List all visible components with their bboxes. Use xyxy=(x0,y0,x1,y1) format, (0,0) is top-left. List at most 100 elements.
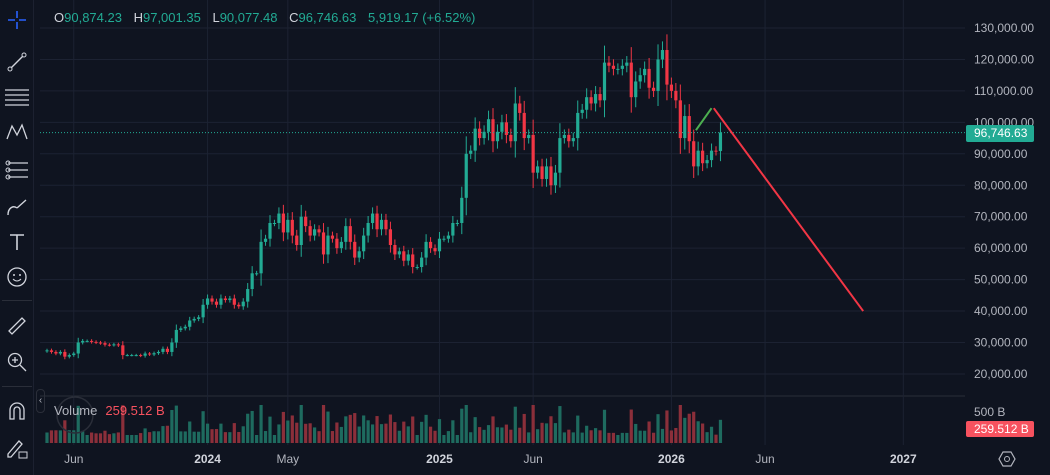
fib-retracement-icon[interactable] xyxy=(3,83,31,111)
candle-body xyxy=(433,248,437,252)
volume-bar xyxy=(553,423,558,443)
volume-bar xyxy=(629,409,633,443)
candle-body xyxy=(437,238,442,252)
candle-body xyxy=(634,81,638,98)
volume-bar xyxy=(121,405,125,443)
volume-bar xyxy=(339,426,343,443)
volume-bar xyxy=(536,429,540,443)
volume-bar xyxy=(411,416,415,443)
volume-bar xyxy=(491,416,495,443)
volume-bar xyxy=(580,432,584,443)
candle-body xyxy=(107,344,112,346)
candle-body xyxy=(567,134,571,142)
volume-bar xyxy=(692,411,696,443)
volume-bar xyxy=(161,426,165,443)
candle-body xyxy=(692,141,696,167)
candle-body xyxy=(277,213,281,223)
high-label: H xyxy=(133,10,143,25)
candle-body xyxy=(406,254,410,261)
volume-bar xyxy=(678,405,682,443)
candle-body xyxy=(241,301,245,307)
candle-body xyxy=(317,229,321,233)
volume-bar xyxy=(669,430,673,443)
candle-body xyxy=(669,84,673,91)
candle-body xyxy=(531,134,535,173)
volume-bar xyxy=(611,432,616,443)
candle-body xyxy=(660,50,665,60)
toolbar-divider xyxy=(2,300,32,301)
volume-bar xyxy=(567,429,571,443)
pattern-icon[interactable] xyxy=(3,118,31,146)
y-tick-label: 50,000.00 xyxy=(974,273,1028,287)
candle-body xyxy=(339,241,343,249)
open-value: 90,874.23 xyxy=(64,10,122,25)
candle-body xyxy=(183,326,187,329)
volume-bar xyxy=(197,431,201,443)
candle-body xyxy=(76,342,80,354)
crosshair-icon[interactable] xyxy=(3,6,31,34)
volume-bar xyxy=(116,432,120,443)
candle-body xyxy=(348,226,352,242)
emoji-icon[interactable] xyxy=(3,263,31,291)
candle-body xyxy=(611,65,616,69)
volume-bar xyxy=(718,419,723,443)
volume-bar xyxy=(406,426,410,443)
settings-icon[interactable] xyxy=(998,450,1016,473)
candle-body xyxy=(98,342,103,344)
volume-bar xyxy=(585,425,589,443)
candle-body xyxy=(500,122,504,132)
candle-body xyxy=(290,219,294,236)
lock-drawings-icon[interactable] xyxy=(3,434,31,462)
collapse-toolbar-button[interactable]: ‹ xyxy=(36,389,45,413)
volume-bar xyxy=(223,432,227,443)
volume-bar xyxy=(683,417,687,443)
volume-bar xyxy=(616,435,620,443)
drawing-toolbar xyxy=(0,0,34,475)
volume-bar xyxy=(85,435,89,443)
candle-body xyxy=(81,340,85,343)
tradingview-logo xyxy=(56,396,94,434)
volume-bar xyxy=(299,405,303,443)
volume-bar xyxy=(656,414,660,443)
candle-body xyxy=(464,153,468,198)
candle-body xyxy=(357,251,361,258)
candle-body xyxy=(201,304,205,318)
volume-bar xyxy=(714,434,718,443)
candle-body xyxy=(255,273,259,275)
volume-axis-label: 500 B xyxy=(974,405,1006,419)
volume-bar xyxy=(433,430,437,443)
volume-bar xyxy=(90,432,94,443)
volume-bar xyxy=(643,430,647,443)
magnet-icon[interactable] xyxy=(3,397,31,425)
volume-bar xyxy=(94,433,98,443)
x-tick-label: 2024 xyxy=(194,452,221,466)
candle-body xyxy=(188,320,192,327)
brush-icon[interactable] xyxy=(3,193,31,221)
trend-line-icon[interactable] xyxy=(3,48,31,76)
candle-body xyxy=(90,340,94,342)
x-tick-label: May xyxy=(277,452,300,466)
volume-bar xyxy=(290,415,294,443)
y-tick-label: 60,000.00 xyxy=(974,241,1028,255)
candle-body xyxy=(344,226,348,242)
candle-body xyxy=(683,116,687,139)
candle-body xyxy=(192,318,196,321)
candle-body xyxy=(259,241,263,274)
projection-icon[interactable] xyxy=(3,156,31,184)
candle-body xyxy=(330,235,335,239)
zoom-in-icon[interactable] xyxy=(3,348,31,376)
candle-body xyxy=(295,235,299,246)
volume-bar xyxy=(634,423,638,443)
candle-body xyxy=(460,197,464,223)
text-icon[interactable] xyxy=(3,228,31,256)
candle-body xyxy=(237,304,241,307)
volume-bar xyxy=(143,428,147,443)
candle-body xyxy=(214,301,219,305)
ruler-icon[interactable] xyxy=(3,312,31,340)
x-tick-label: 2026 xyxy=(658,452,685,466)
candle-body xyxy=(321,232,326,255)
candle-body xyxy=(49,350,54,352)
volume-bar xyxy=(210,429,214,443)
y-tick-label: 90,000.00 xyxy=(974,147,1028,161)
